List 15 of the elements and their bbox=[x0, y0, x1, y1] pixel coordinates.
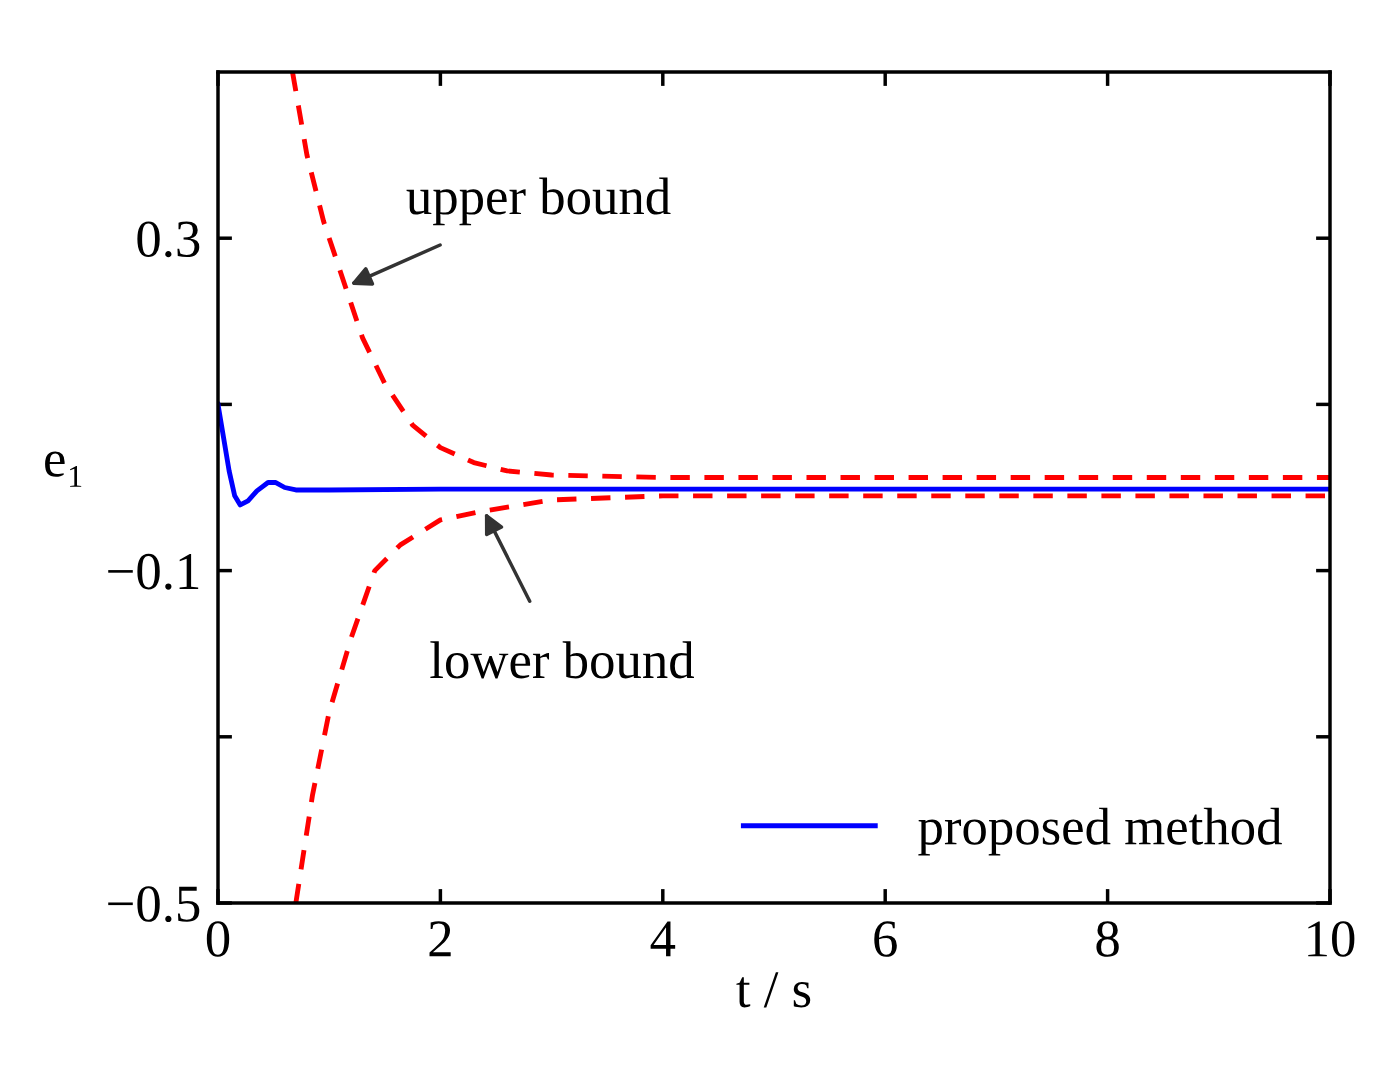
x-tick-label: 0 bbox=[206, 921, 230, 957]
y-tick-label: −0.5 bbox=[108, 886, 200, 923]
x-tick-label: 4 bbox=[650, 921, 676, 957]
y-axis-title: e₁ bbox=[45, 451, 82, 487]
x-tick-label: 8 bbox=[1096, 921, 1119, 957]
annotation: lower bound bbox=[430, 641, 694, 679]
annotation: upper bound bbox=[406, 177, 671, 226]
y-tick-label: −0.1 bbox=[108, 553, 199, 590]
x-tick-label: 2 bbox=[429, 921, 451, 957]
y-tick-label: 0.3 bbox=[137, 221, 200, 258]
x-tick-label: 10 bbox=[1308, 921, 1355, 957]
line-series bbox=[290, 72, 1330, 480]
x-axis-title: t / s bbox=[736, 972, 811, 1008]
x-tick-label: 6 bbox=[874, 921, 897, 957]
legend-label: proposed method bbox=[918, 807, 1282, 856]
